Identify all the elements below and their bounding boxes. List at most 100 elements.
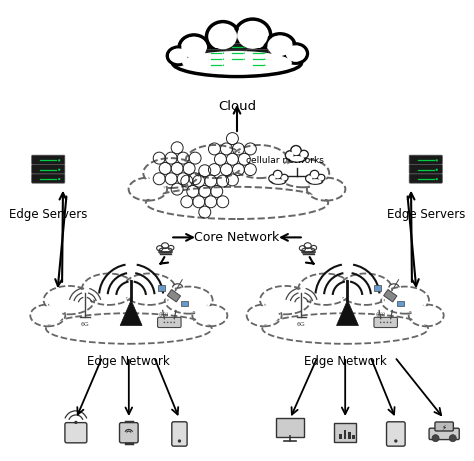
Ellipse shape: [160, 189, 314, 217]
Ellipse shape: [288, 155, 306, 162]
Ellipse shape: [411, 306, 441, 325]
Polygon shape: [337, 300, 358, 325]
Ellipse shape: [246, 305, 282, 326]
Circle shape: [58, 178, 60, 180]
Circle shape: [164, 322, 165, 323]
Circle shape: [223, 65, 224, 66]
Ellipse shape: [274, 171, 282, 178]
Ellipse shape: [311, 245, 317, 250]
Text: Core Network: Core Network: [194, 230, 280, 243]
Ellipse shape: [306, 175, 313, 182]
FancyBboxPatch shape: [246, 55, 269, 62]
Ellipse shape: [235, 19, 271, 51]
Ellipse shape: [207, 22, 239, 52]
Ellipse shape: [253, 280, 437, 346]
Ellipse shape: [385, 289, 425, 312]
Circle shape: [173, 322, 175, 323]
Ellipse shape: [264, 288, 307, 312]
Ellipse shape: [311, 246, 316, 250]
Ellipse shape: [185, 145, 244, 178]
Ellipse shape: [304, 243, 311, 248]
FancyBboxPatch shape: [172, 422, 187, 446]
Ellipse shape: [276, 159, 329, 187]
FancyBboxPatch shape: [409, 165, 442, 174]
FancyBboxPatch shape: [205, 55, 228, 62]
Circle shape: [449, 435, 456, 442]
Ellipse shape: [298, 273, 352, 305]
Circle shape: [264, 53, 265, 54]
Ellipse shape: [30, 305, 65, 326]
Ellipse shape: [147, 160, 195, 186]
Ellipse shape: [302, 276, 347, 302]
Ellipse shape: [300, 151, 308, 158]
Ellipse shape: [281, 161, 325, 185]
Ellipse shape: [273, 179, 284, 183]
FancyBboxPatch shape: [32, 174, 65, 183]
Ellipse shape: [86, 276, 131, 302]
Ellipse shape: [310, 179, 343, 199]
Text: Edge Network: Edge Network: [87, 355, 170, 367]
FancyBboxPatch shape: [429, 428, 459, 440]
Ellipse shape: [47, 288, 91, 312]
Polygon shape: [120, 300, 142, 325]
FancyBboxPatch shape: [246, 49, 269, 56]
Ellipse shape: [269, 175, 276, 182]
Bar: [181, 301, 188, 307]
Ellipse shape: [300, 150, 308, 158]
Ellipse shape: [179, 35, 209, 60]
Ellipse shape: [273, 171, 282, 179]
Ellipse shape: [409, 305, 444, 326]
FancyBboxPatch shape: [157, 317, 181, 327]
Circle shape: [178, 439, 181, 443]
FancyBboxPatch shape: [246, 62, 269, 68]
Ellipse shape: [237, 22, 268, 49]
Text: ((·)): ((·)): [375, 312, 385, 317]
FancyBboxPatch shape: [205, 62, 228, 68]
Circle shape: [390, 322, 392, 323]
FancyBboxPatch shape: [435, 422, 453, 431]
FancyBboxPatch shape: [386, 422, 405, 446]
Circle shape: [436, 169, 438, 171]
Ellipse shape: [122, 273, 176, 305]
Ellipse shape: [275, 315, 416, 342]
Ellipse shape: [190, 148, 240, 176]
Ellipse shape: [286, 152, 293, 159]
Text: 6G: 6G: [297, 322, 306, 327]
Text: 6G: 6G: [81, 322, 90, 327]
Text: Edge Servers: Edge Servers: [387, 207, 465, 220]
Circle shape: [58, 159, 60, 161]
Circle shape: [394, 439, 398, 443]
Text: Edge Network: Edge Network: [304, 355, 387, 367]
Bar: [397, 301, 404, 307]
Text: Cloud: Cloud: [218, 100, 256, 112]
Circle shape: [170, 322, 172, 323]
Circle shape: [383, 322, 385, 323]
FancyBboxPatch shape: [383, 290, 397, 302]
Circle shape: [380, 322, 382, 323]
Ellipse shape: [136, 153, 338, 221]
Ellipse shape: [302, 248, 315, 252]
Ellipse shape: [58, 315, 199, 342]
Ellipse shape: [260, 286, 310, 314]
Ellipse shape: [162, 243, 168, 248]
Circle shape: [223, 53, 224, 54]
Ellipse shape: [192, 305, 228, 326]
FancyBboxPatch shape: [226, 56, 248, 62]
Ellipse shape: [292, 147, 300, 155]
Ellipse shape: [306, 176, 312, 182]
Circle shape: [243, 59, 245, 60]
Ellipse shape: [339, 273, 392, 305]
Ellipse shape: [128, 177, 167, 201]
FancyBboxPatch shape: [226, 43, 248, 50]
FancyBboxPatch shape: [167, 290, 181, 302]
Ellipse shape: [157, 246, 163, 251]
FancyBboxPatch shape: [205, 49, 228, 56]
Ellipse shape: [230, 145, 289, 178]
Ellipse shape: [143, 158, 199, 188]
Ellipse shape: [381, 287, 429, 313]
Ellipse shape: [310, 171, 319, 179]
Ellipse shape: [300, 246, 305, 251]
Ellipse shape: [173, 49, 301, 77]
Ellipse shape: [265, 34, 295, 58]
Text: Edge Servers: Edge Servers: [9, 207, 87, 220]
